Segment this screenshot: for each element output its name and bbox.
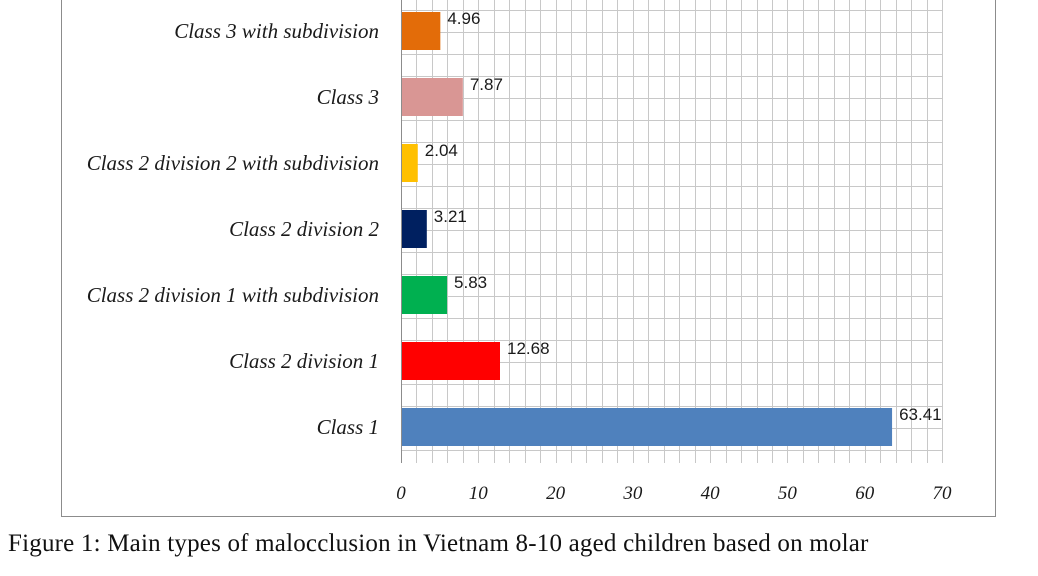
data-label: 3.21	[434, 207, 467, 226]
data-label: 5.83	[454, 273, 487, 292]
grid	[401, 0, 943, 463]
category-label: Class 2 division 2	[229, 217, 379, 241]
data-label: 12.68	[507, 339, 550, 358]
figure-caption: Figure 1: Main types of malocclusion in …	[8, 530, 869, 557]
bar	[402, 78, 463, 116]
bars	[402, 12, 893, 446]
bar	[402, 276, 448, 314]
category-label: Class 3 with subdivision	[174, 19, 379, 43]
x-tick-label: 20	[546, 483, 566, 504]
x-tick-label: 60	[855, 483, 875, 504]
bar	[402, 144, 418, 182]
data-labels: 4.96 7.87 2.04 3.21 5.83 12.68 63.41	[425, 9, 942, 424]
data-label: 63.41	[899, 405, 942, 424]
bar	[402, 12, 441, 50]
x-tick-labels: 0 10 20 30 40 50 60 70	[396, 483, 952, 504]
data-label: 2.04	[425, 141, 458, 160]
x-tick-label: 50	[778, 483, 798, 504]
x-tick-label: 30	[622, 483, 643, 504]
x-tick-label: 10	[469, 483, 489, 504]
bar-chart: Class 3 with subdivision Class 3 Class 2 d…	[87, 0, 952, 504]
chart-frame: Class 3 with subdivision Class 3 Class 2 d…	[61, 0, 996, 517]
category-labels: Class 3 with subdivision Class 3 Class 2 d…	[87, 19, 380, 439]
bar	[402, 342, 500, 380]
x-tick-label: 70	[933, 483, 953, 504]
data-label: 4.96	[447, 9, 480, 28]
category-label: Class 2 division 1	[229, 349, 379, 373]
category-label: Class 3	[317, 85, 379, 109]
category-label: Class 2 division 2 with subdivision	[87, 151, 379, 175]
x-tick-label: 40	[701, 483, 721, 504]
bar	[402, 210, 427, 248]
data-label: 7.87	[470, 75, 503, 94]
category-label: Class 2 division 1 with subdivision	[87, 283, 379, 307]
x-tick-label: 0	[396, 483, 406, 504]
category-label: Class 1	[317, 415, 379, 439]
bar	[402, 408, 893, 446]
